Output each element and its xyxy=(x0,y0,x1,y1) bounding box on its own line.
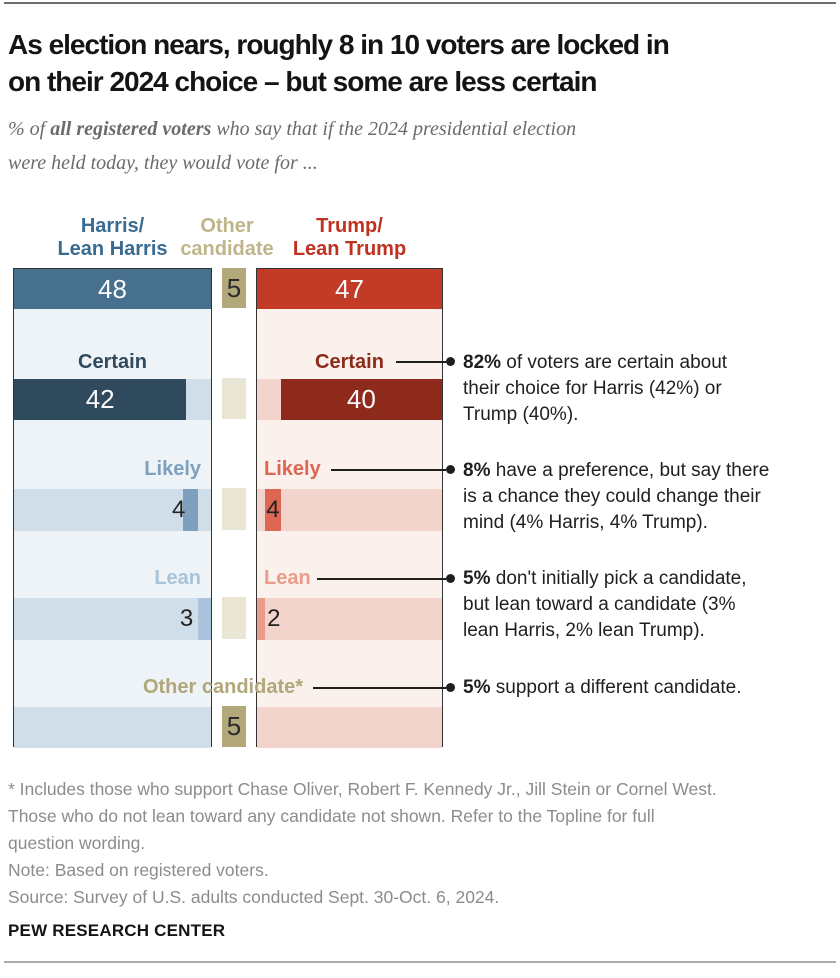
annotation-lean-lead: 5% xyxy=(463,568,491,589)
harris-likely-band: 4 xyxy=(14,489,211,531)
annotation-other-text: support a different candidate. xyxy=(490,677,742,698)
annotation-certain-line3: Trump (40%). xyxy=(463,404,579,425)
page-title-line-1: As election nears, roughly 8 in 10 voter… xyxy=(8,29,670,60)
other-total-value: 5 xyxy=(226,273,242,303)
certain-connector-line xyxy=(396,361,446,363)
page-subtitle-line-2: were held today, they would vote for ... xyxy=(8,152,318,174)
other-connector-line xyxy=(313,687,446,689)
harris-certain-value: 42 xyxy=(85,384,115,414)
other-candidate-block: 5 xyxy=(222,706,246,747)
harris-certain-label: Certain xyxy=(78,351,147,373)
harris-certain-band: 42 xyxy=(14,379,211,420)
annotation-other-lead: 5% xyxy=(463,677,491,698)
other-connector-dot xyxy=(446,683,455,692)
trump-lean-label: Lean xyxy=(264,567,311,589)
column-header-trump-line2: Lean Trump xyxy=(292,238,407,260)
harris-total-bar: 48 xyxy=(14,269,211,309)
column-header-harris-line2: Lean Harris xyxy=(57,238,168,260)
harris-lean-bar xyxy=(198,598,211,640)
note-text: Note: Based on registered voters. xyxy=(8,860,269,880)
annotation-certain-line1: 82% of voters are certain about xyxy=(463,350,837,376)
trump-other-band xyxy=(257,707,442,748)
harris-likely-label: Likely xyxy=(144,458,201,480)
subtitle-prefix: % of xyxy=(8,118,51,140)
annotation-likely-line1: 8% have a preference, but say there xyxy=(463,458,837,484)
column-header-other-line2: candidate xyxy=(180,238,274,260)
page-subtitle-line-1: % of all registered voters who say that … xyxy=(8,112,820,146)
trump-lean-value: 2 xyxy=(267,605,281,632)
annotation-certain: 82% of voters are certain about their ch… xyxy=(463,350,837,428)
footnote-line1: * Includes those who support Chase Olive… xyxy=(8,779,717,799)
trump-likely-value: 4 xyxy=(266,496,280,523)
annotation-lean-text: don't initially pick a candidate, xyxy=(490,568,747,589)
subtitle-rest: who say that if the 2024 presidential el… xyxy=(211,118,577,140)
other-lean-block xyxy=(222,597,246,639)
harris-likely-bar xyxy=(183,489,199,531)
annotation-lean-line2: but lean toward a candidate (3% xyxy=(463,594,736,615)
trump-column: 47 40 4 2 xyxy=(256,268,443,748)
annotation-other-line1: 5% support a different candidate. xyxy=(463,675,837,701)
annotation-likely: 8% have a preference, but say there is a… xyxy=(463,458,837,536)
subtitle-bold: all registered voters xyxy=(50,118,212,140)
trump-certain-bar: 40 xyxy=(280,379,442,420)
column-header-other: Other candidate xyxy=(164,215,290,261)
pew-research-center-wordmark: PEW RESEARCH CENTER xyxy=(8,921,226,940)
annotation-lean-line3: lean Harris, 2% lean Trump). xyxy=(463,620,705,641)
trump-likely-bar xyxy=(264,489,281,531)
trump-likely-band: 4 xyxy=(257,489,442,531)
other-certain-block xyxy=(222,378,246,419)
top-rule xyxy=(4,2,836,4)
page-subtitle: % of all registered voters who say that … xyxy=(8,112,820,180)
column-header-trump: Trump/ Lean Trump xyxy=(256,215,443,261)
annotation-likely-line2: is a chance they could change their xyxy=(463,486,761,507)
annotation-likely-lead: 8% xyxy=(463,460,491,481)
lean-connector-dot xyxy=(446,574,455,583)
other-candidate-value: 5 xyxy=(226,711,242,741)
footnote-line2: Those who do not lean toward any candida… xyxy=(8,806,655,826)
column-header-harris-line1: Harris/ xyxy=(80,215,145,237)
annotation-likely-line3: mind (4% Harris, 4% Trump). xyxy=(463,512,708,533)
harris-other-band xyxy=(14,707,211,748)
annotation-certain-lead: 82% xyxy=(463,352,502,373)
likely-connector-line xyxy=(331,469,446,471)
trump-total-value: 47 xyxy=(335,274,364,304)
footnote-line3: question wording. xyxy=(8,833,146,853)
annotation-lean: 5% don't initially pick a candidate, but… xyxy=(463,566,837,644)
harris-lean-band: 3 xyxy=(14,598,211,640)
trump-certain-value: 40 xyxy=(346,384,376,414)
page-title: As election nears, roughly 8 in 10 voter… xyxy=(8,26,820,100)
trump-total-bar: 47 xyxy=(257,269,442,309)
trump-certain-band: 40 xyxy=(257,379,442,420)
lean-connector-line xyxy=(317,578,446,580)
annotation-certain-text: of voters are certain about xyxy=(501,352,728,373)
annotation-likely-text: have a preference, but say there xyxy=(490,460,770,481)
harris-total-value: 48 xyxy=(98,274,127,304)
likely-connector-dot xyxy=(446,465,455,474)
source-text: Source: Survey of U.S. adults conducted … xyxy=(8,887,500,907)
page-title-line-2: on their 2024 choice – but some are less… xyxy=(8,66,598,97)
annotation-other: 5% support a different candidate. xyxy=(463,675,837,701)
harris-certain-bar: 42 xyxy=(14,379,187,420)
trump-likely-label: Likely xyxy=(264,458,321,480)
harris-lean-label: Lean xyxy=(154,567,201,589)
trump-lean-band: 2 xyxy=(257,598,442,640)
annotation-lean-line1: 5% don't initially pick a candidate, xyxy=(463,566,837,592)
other-candidate-label: Other candidate* xyxy=(142,676,304,698)
column-header-other-line1: Other xyxy=(200,215,254,237)
harris-likely-value: 4 xyxy=(172,496,186,523)
bottom-rule xyxy=(4,961,836,963)
column-header-trump-line1: Trump/ xyxy=(316,215,383,237)
annotation-certain-line2: their choice for Harris (42%) or xyxy=(463,378,722,399)
harris-lean-value: 3 xyxy=(179,605,194,632)
harris-column: 48 42 4 3 xyxy=(13,268,212,748)
other-total-block: 5 xyxy=(222,268,246,308)
trump-lean-bar xyxy=(257,598,265,640)
column-header-harris: Harris/ Lean Harris xyxy=(13,215,212,261)
trump-certain-label: Certain xyxy=(315,351,384,373)
footer-notes: * Includes those who support Chase Olive… xyxy=(8,776,828,911)
other-likely-block xyxy=(222,488,246,530)
certain-connector-dot xyxy=(446,357,455,366)
